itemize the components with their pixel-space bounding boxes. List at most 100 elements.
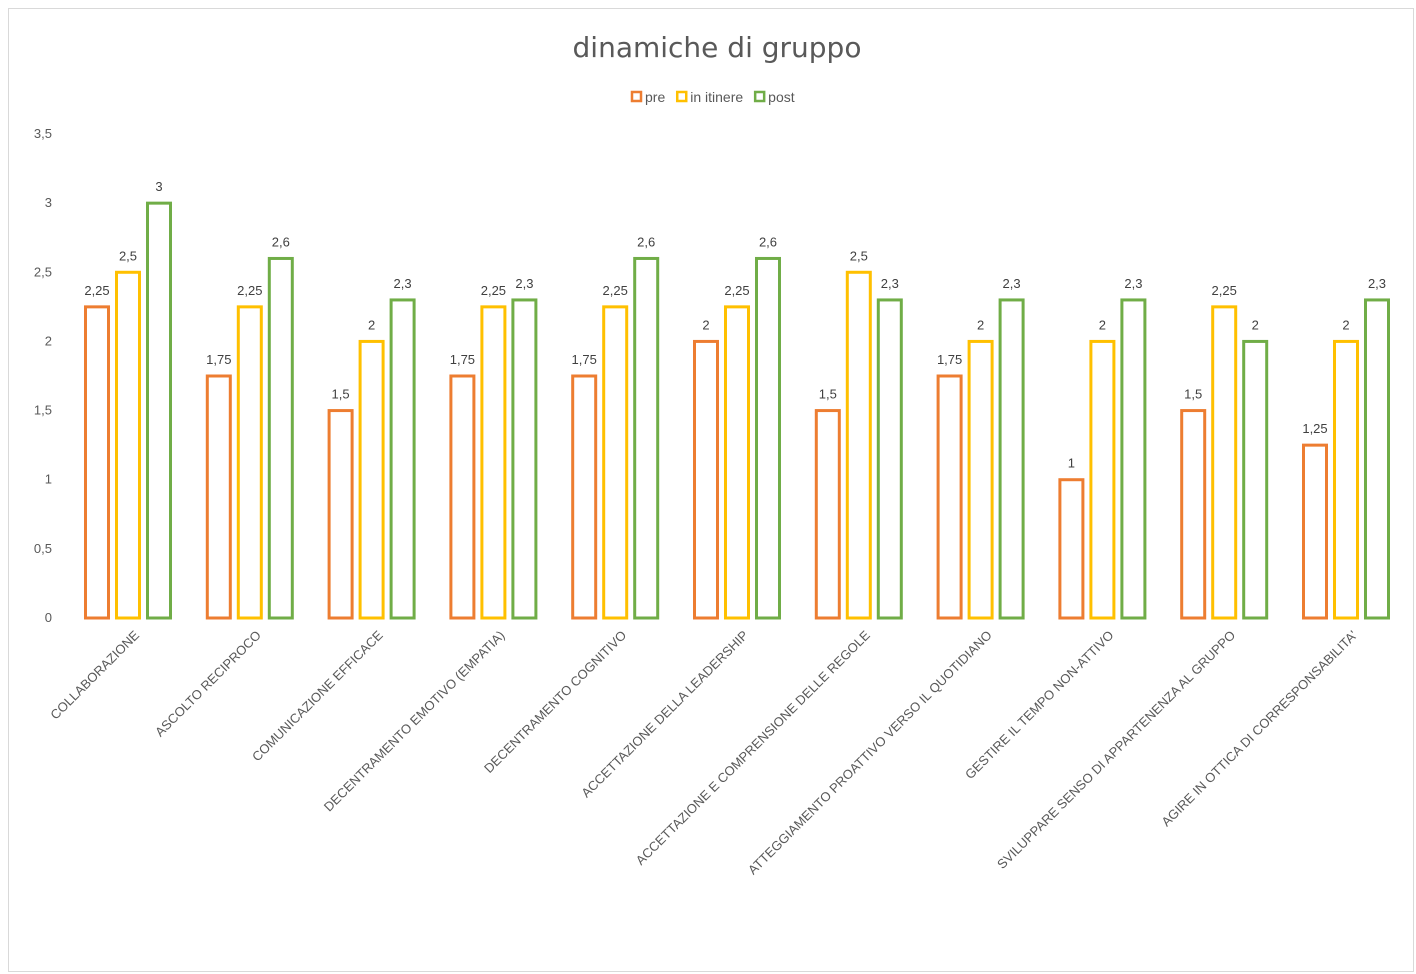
data-label: 1,5	[332, 387, 350, 402]
bar-post	[1242, 339, 1269, 620]
data-label: 2,25	[84, 283, 109, 298]
legend-swatch	[753, 90, 766, 103]
legend-label: in itinere	[690, 89, 743, 105]
bar-pre	[693, 339, 719, 620]
x-tick-label: SVILUPPARE SENSO DI APPARTENENZA AL GRUP…	[994, 628, 1238, 872]
bar-post	[1364, 298, 1390, 620]
bar-post	[876, 298, 903, 620]
bar-pre	[571, 374, 598, 620]
y-tick-label: 0,5	[34, 541, 52, 556]
data-label: 2,6	[637, 234, 655, 249]
legend-label: pre	[645, 89, 665, 105]
bar-in-itinere	[1333, 339, 1359, 620]
legend-item-in-itinere: in itinere	[675, 89, 743, 105]
x-tick-label: ASCOLTO RECIPROCO	[152, 628, 264, 740]
x-tick-label: GESTIRE IL TEMPO NON-ATTIVO	[962, 628, 1116, 782]
bar-post	[633, 256, 660, 620]
data-label: 2,5	[850, 248, 868, 263]
data-label: 1	[1068, 456, 1075, 471]
chart-legend: pre in itinere post	[630, 89, 795, 105]
bar-in-itinere	[724, 305, 750, 620]
y-axis: 0 0,5 1 1,5 2 2,5 3 3,5	[34, 126, 52, 625]
chart-frame	[8, 8, 1414, 972]
legend-label: post	[768, 89, 795, 105]
data-label: 2,25	[603, 283, 628, 298]
bar-pre	[449, 374, 476, 620]
data-label: 2,5	[119, 248, 137, 263]
data-label: 3	[155, 179, 162, 194]
bar-pre	[327, 409, 354, 620]
bar-post	[146, 201, 172, 620]
data-label: 2	[368, 317, 375, 332]
x-tick-label: COLLABORAZIONE	[47, 627, 142, 722]
y-tick-label: 3,5	[34, 126, 52, 141]
bar-in-itinere	[967, 339, 994, 620]
data-label: 1,75	[937, 352, 962, 367]
data-labels-group: 2,25 2,5 3 1,75 2,25 2,6 1,5 2 2,3 1,75 2,25 2,3 1,7…	[84, 179, 1386, 471]
data-label: 2,25	[1212, 283, 1237, 298]
data-label: 2,3	[515, 276, 533, 291]
data-label: 2,3	[1368, 276, 1386, 291]
bar-post	[1120, 298, 1147, 620]
bar-post	[755, 256, 781, 620]
data-label: 1,75	[450, 352, 475, 367]
x-tick-label: AGIRE IN OTTICA DI CORRESPONSABILITA'	[1158, 628, 1360, 830]
data-label: 2,6	[759, 234, 777, 249]
bar-in-itinere	[115, 270, 141, 620]
data-label: 2,3	[1124, 276, 1142, 291]
bar-post	[511, 298, 538, 620]
bar-in-itinere	[602, 305, 629, 620]
y-tick-label: 0	[45, 610, 52, 625]
bar-in-itinere	[358, 339, 385, 620]
bar-pre	[84, 305, 110, 620]
bar-in-itinere	[845, 270, 872, 620]
bar-series-group	[84, 201, 1390, 620]
data-label: 2,3	[881, 276, 899, 291]
data-label: 2	[1099, 317, 1106, 332]
y-tick-label: 2	[45, 333, 52, 348]
chart-title: dinamiche di gruppo	[573, 31, 862, 64]
bar-post	[998, 298, 1025, 620]
data-label: 1,5	[819, 387, 837, 402]
bar-pre	[814, 409, 841, 620]
data-label: 2	[977, 317, 984, 332]
data-label: 1,5	[1184, 387, 1202, 402]
bar-pre	[1180, 409, 1207, 620]
y-tick-label: 1	[45, 472, 52, 487]
bar-in-itinere	[480, 305, 507, 620]
data-label: 2,25	[724, 283, 749, 298]
bar-post	[389, 298, 416, 620]
bar-post	[267, 256, 294, 620]
x-axis: COLLABORAZIONE ASCOLTO RECIPROCOCOMUNICAZ…	[47, 627, 1360, 877]
data-label: 2,25	[237, 283, 262, 298]
data-label: 2	[1342, 317, 1349, 332]
bar-pre	[936, 374, 963, 620]
y-tick-label: 1,5	[34, 403, 52, 418]
data-label: 2	[702, 317, 709, 332]
data-label: 2,6	[272, 234, 290, 249]
bar-in-itinere	[236, 305, 263, 620]
y-tick-label: 3	[45, 195, 52, 210]
data-label: 2,3	[394, 276, 412, 291]
legend-item-post: post	[753, 89, 795, 105]
legend-item-pre: pre	[630, 89, 665, 105]
data-label: 1,25	[1302, 421, 1327, 436]
data-label: 1,75	[572, 352, 597, 367]
bar-pre	[1058, 478, 1085, 620]
x-tick-label: ATTEGGIAMENTO PROATTIVO VERSO IL QUOTIDI…	[745, 628, 995, 878]
data-label: 2,3	[1003, 276, 1021, 291]
legend-swatch	[675, 90, 688, 103]
bar-in-itinere	[1089, 339, 1116, 620]
data-label: 2	[1252, 317, 1259, 332]
y-tick-label: 2,5	[34, 264, 52, 279]
x-tick-label: DECENTRAMENTO COGNITIVO	[481, 628, 629, 776]
data-label: 1,75	[206, 352, 231, 367]
x-tick-label: ACCETTAZIONE E COMPRENSIONE DELLE REGOLE	[633, 627, 874, 868]
x-tick-label: COMUNICAZIONE EFFICACE	[249, 627, 386, 764]
bar-pre	[1302, 443, 1328, 620]
legend-swatch	[630, 90, 643, 103]
bar-in-itinere	[1211, 305, 1238, 620]
bar-pre	[205, 374, 232, 620]
data-label: 2,25	[481, 283, 506, 298]
